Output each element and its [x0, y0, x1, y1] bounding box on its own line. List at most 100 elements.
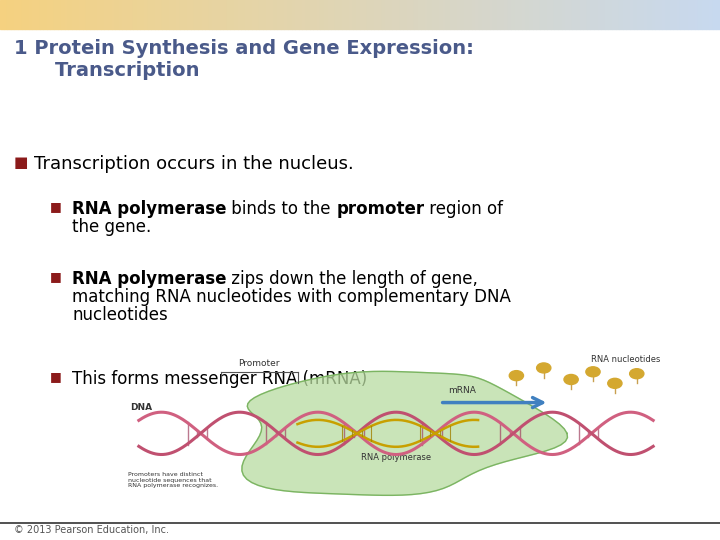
- Text: region of: region of: [424, 200, 503, 218]
- Bar: [241, 0, 245, 29]
- Bar: [612, 0, 616, 29]
- Bar: [47, 0, 50, 29]
- Text: ■: ■: [50, 200, 62, 213]
- Circle shape: [564, 374, 578, 384]
- Bar: [133, 0, 137, 29]
- Bar: [644, 0, 648, 29]
- Bar: [403, 0, 407, 29]
- Bar: [522, 0, 526, 29]
- Bar: [288, 0, 292, 29]
- Bar: [320, 0, 324, 29]
- Bar: [641, 0, 644, 29]
- Bar: [101, 0, 104, 29]
- Bar: [590, 0, 594, 29]
- Bar: [173, 0, 176, 29]
- Bar: [227, 0, 230, 29]
- Bar: [493, 0, 497, 29]
- Bar: [256, 0, 259, 29]
- Bar: [338, 0, 342, 29]
- Bar: [119, 0, 122, 29]
- Bar: [616, 0, 619, 29]
- Bar: [364, 0, 367, 29]
- Bar: [446, 0, 450, 29]
- Bar: [378, 0, 382, 29]
- Bar: [349, 0, 353, 29]
- Bar: [4, 0, 7, 29]
- Text: RNA polymerase: RNA polymerase: [361, 453, 431, 462]
- Bar: [648, 0, 652, 29]
- Bar: [104, 0, 108, 29]
- Bar: [662, 0, 666, 29]
- Bar: [263, 0, 266, 29]
- Bar: [410, 0, 414, 29]
- Bar: [36, 0, 40, 29]
- Circle shape: [586, 367, 600, 377]
- Bar: [475, 0, 479, 29]
- Bar: [407, 0, 410, 29]
- Bar: [191, 0, 194, 29]
- Bar: [392, 0, 396, 29]
- Bar: [295, 0, 299, 29]
- Bar: [14, 0, 18, 29]
- Bar: [659, 0, 662, 29]
- Bar: [130, 0, 133, 29]
- Text: © 2013 Pearson Education, Inc.: © 2013 Pearson Education, Inc.: [14, 525, 169, 535]
- Bar: [54, 0, 58, 29]
- Bar: [32, 0, 36, 29]
- Bar: [504, 0, 508, 29]
- Bar: [479, 0, 482, 29]
- Circle shape: [608, 379, 622, 388]
- Bar: [270, 0, 274, 29]
- Bar: [230, 0, 234, 29]
- Bar: [490, 0, 493, 29]
- Bar: [292, 0, 295, 29]
- Bar: [634, 0, 637, 29]
- Bar: [576, 0, 580, 29]
- Bar: [515, 0, 518, 29]
- Bar: [335, 0, 338, 29]
- Bar: [310, 0, 313, 29]
- Bar: [695, 0, 698, 29]
- Bar: [220, 0, 223, 29]
- Bar: [630, 0, 634, 29]
- Bar: [673, 0, 677, 29]
- Text: matching RNA nucleotides with complementary DNA: matching RNA nucleotides with complement…: [72, 288, 511, 306]
- Bar: [652, 0, 655, 29]
- Bar: [533, 0, 536, 29]
- Circle shape: [509, 370, 523, 381]
- Bar: [76, 0, 79, 29]
- Text: ■: ■: [50, 370, 62, 383]
- Bar: [482, 0, 486, 29]
- Bar: [86, 0, 90, 29]
- Bar: [112, 0, 115, 29]
- Bar: [472, 0, 475, 29]
- Bar: [706, 0, 709, 29]
- Bar: [65, 0, 68, 29]
- Bar: [281, 0, 284, 29]
- Bar: [436, 0, 439, 29]
- Text: ■: ■: [14, 155, 28, 170]
- Bar: [245, 0, 248, 29]
- Bar: [50, 0, 54, 29]
- Bar: [529, 0, 533, 29]
- Text: Promoter: Promoter: [238, 359, 280, 368]
- Bar: [500, 0, 504, 29]
- Bar: [666, 0, 670, 29]
- Bar: [277, 0, 281, 29]
- Bar: [205, 0, 209, 29]
- Bar: [396, 0, 400, 29]
- Bar: [540, 0, 544, 29]
- Bar: [266, 0, 270, 29]
- Bar: [536, 0, 540, 29]
- Bar: [691, 0, 695, 29]
- Bar: [158, 0, 162, 29]
- Bar: [702, 0, 706, 29]
- Bar: [655, 0, 659, 29]
- Bar: [194, 0, 198, 29]
- Bar: [605, 0, 608, 29]
- Bar: [68, 0, 72, 29]
- Text: zips down the length of gene,: zips down the length of gene,: [227, 270, 478, 288]
- Bar: [713, 0, 716, 29]
- Bar: [72, 0, 76, 29]
- Bar: [554, 0, 558, 29]
